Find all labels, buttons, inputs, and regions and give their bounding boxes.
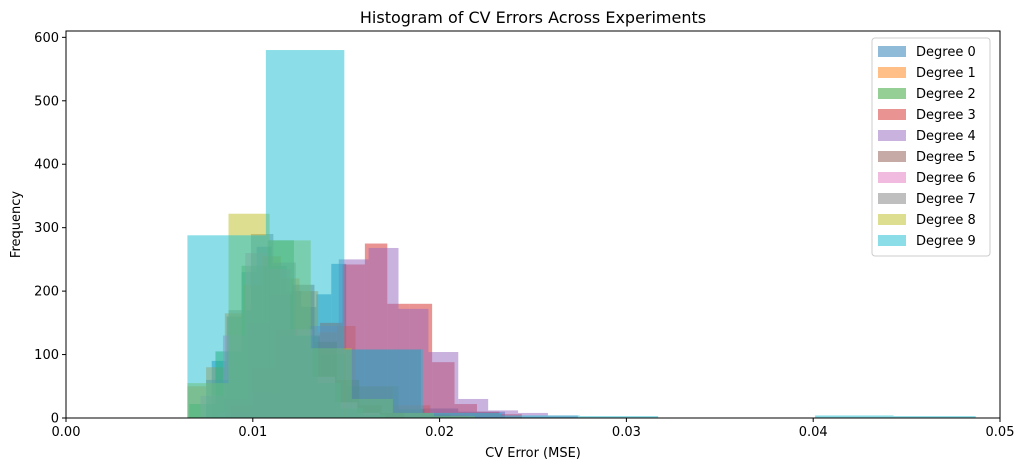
y-axis-ticks: 0 100 200 300 400 500 600: [34, 31, 66, 427]
axes-frame: [65, 30, 1001, 419]
x-tick-label: 0.01: [238, 425, 267, 440]
legend-swatch: [878, 46, 906, 57]
legend-swatch: [878, 235, 906, 246]
bar-degree-4-7: [428, 352, 459, 418]
x-tick-label: 0.04: [799, 425, 828, 440]
legend-entry-label: Degree 3: [916, 108, 976, 123]
legend-swatch: [878, 193, 906, 204]
legend-entry-label: Degree 5: [916, 150, 976, 165]
bar-degree-9-2: [344, 349, 423, 418]
legend-entry-label: Degree 6: [916, 171, 976, 186]
legend-entry-label: Degree 8: [916, 213, 976, 228]
bar-degree-9-9: [893, 416, 976, 418]
bar-degree-9-3: [422, 412, 502, 418]
bar-degree-9-8: [815, 415, 894, 418]
legend-swatch: [878, 214, 906, 225]
bars-group: [187, 50, 976, 419]
legend-entry-label: Degree 2: [916, 87, 976, 102]
legend-swatch: [878, 172, 906, 183]
bar-degree-9-0: [187, 235, 266, 418]
x-tick-label: 0.05: [986, 425, 1015, 440]
legend-swatch: [878, 151, 906, 162]
bar-degree-4-9: [488, 410, 519, 418]
x-tick-label: 0.03: [612, 425, 641, 440]
legend-entry-label: Degree 4: [916, 129, 976, 144]
legend: Degree 0 Degree 1 Degree 2 Degree 3 Degree 4…: [871, 37, 991, 257]
y-tick-label: 300: [34, 221, 59, 236]
y-tick-label: 400: [34, 158, 59, 173]
x-axis-ticks: 0.00 0.01 0.02 0.03 0.04 0.05: [52, 418, 1015, 440]
x-axis-label: CV Error (MSE): [485, 446, 581, 461]
legend-swatch: [878, 130, 906, 141]
y-tick-label: 500: [34, 94, 59, 109]
legend-entry-label: Degree 7: [916, 192, 976, 207]
bar-degree-9-5: [579, 416, 659, 418]
chart-title: Histogram of CV Errors Across Experiment…: [360, 8, 706, 27]
legend-swatch: [878, 109, 906, 120]
y-tick-label: 100: [34, 348, 59, 363]
legend-entry-label: Degree 1: [916, 66, 976, 81]
y-tick-label: 600: [34, 31, 59, 46]
legend-entry-label: Degree 0: [916, 45, 976, 60]
legend-swatch: [878, 67, 906, 78]
legend-entry-label: Degree 9: [916, 234, 976, 249]
bar-degree-9-4: [501, 415, 580, 418]
y-tick-label: 0: [51, 412, 59, 427]
legend-swatch: [878, 88, 906, 99]
y-axis-label: Frequency: [9, 191, 24, 258]
x-tick-label: 0.02: [425, 425, 454, 440]
bar-degree-9-1: [265, 50, 345, 419]
y-tick-label: 200: [34, 285, 59, 300]
x-tick-label: 0.00: [52, 425, 81, 440]
